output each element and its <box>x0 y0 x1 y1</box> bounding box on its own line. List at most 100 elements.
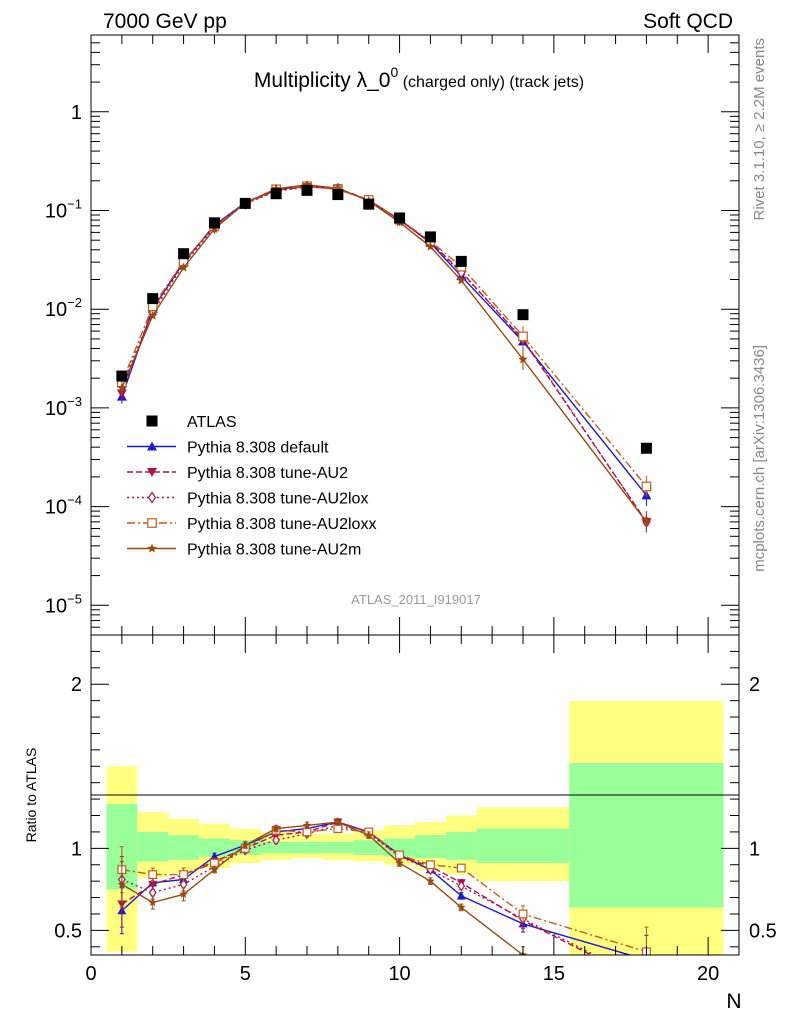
ratio-band-green <box>415 835 446 859</box>
series-line <box>121 184 647 523</box>
series-line <box>121 186 647 523</box>
data-point <box>270 188 282 200</box>
legend: ATLAS Pythia 8.308 default Pythia 8.308 tu… <box>127 414 376 559</box>
legend-marker <box>147 441 157 451</box>
ratio-point <box>518 909 528 919</box>
data-point <box>332 189 344 201</box>
legend-label: ATLAS <box>187 414 237 431</box>
ratio-point <box>302 827 312 837</box>
x-tick-label: 0 <box>85 963 96 985</box>
legend-item: Pythia 8.308 default <box>127 440 329 457</box>
legend-item: Pythia 8.308 tune-AU2 <box>127 465 348 482</box>
x-tick-label: 10 <box>388 963 410 985</box>
ratio-band-green <box>199 838 230 857</box>
data-point <box>239 197 251 209</box>
data-point <box>640 442 652 454</box>
x-axis-label: N <box>726 990 741 1013</box>
ratio-point <box>241 840 250 849</box>
plot-title-sup: 0 <box>390 64 398 80</box>
main-y-tick-label: 10−1 <box>45 196 82 222</box>
main-y-tick-label: 10−5 <box>45 591 82 617</box>
ratio-line <box>121 821 633 955</box>
ratio-band-green <box>384 838 415 857</box>
main-y-tick-label: 10−4 <box>45 493 82 519</box>
ratio-point <box>271 824 281 833</box>
legend-label: Pythia 8.308 tune-AU2 <box>187 465 348 482</box>
data-point <box>517 309 529 321</box>
analysis-label: ATLAS_2011_I919017 <box>351 592 481 607</box>
ratio-panel: 0.5 0.5 1 1 2 2 0 5 10 15 20 Ratio to ATLAS N <box>23 634 777 1013</box>
data-point <box>424 231 436 243</box>
ratio-point <box>333 817 343 826</box>
ratio-point <box>456 863 466 873</box>
mcplots-label: mcplots.cern.ch [arXiv:1306.3436] <box>751 345 768 572</box>
ratio-frame <box>90 634 740 956</box>
ratio-band-green <box>322 841 354 854</box>
ratio-y-tick-label-right: 2 <box>749 674 760 696</box>
legend-marker <box>147 468 157 477</box>
legend-item: Pythia 8.308 tune-AU2lox <box>127 491 368 508</box>
series-point <box>148 310 158 320</box>
x-tick-label: 20 <box>697 963 719 985</box>
ratio-point <box>148 898 157 907</box>
series-point <box>518 331 528 342</box>
ratio-y-tick-label-left: 1 <box>71 838 82 860</box>
ratio-y-tick-label-right: 1 <box>749 838 760 860</box>
ratio-y-tick-label-left: 0.5 <box>54 920 82 942</box>
ratio-point <box>148 880 158 889</box>
ratio-point <box>210 865 219 874</box>
main-y-tick-label: 10−3 <box>45 394 82 420</box>
ratio-point <box>302 820 312 829</box>
ratio-point <box>179 870 188 880</box>
main-y-tick-label: 10−2 <box>45 295 82 321</box>
ratio-series-5 <box>117 817 528 955</box>
ratio-point <box>117 879 127 889</box>
ratio-band-green <box>137 831 169 862</box>
legend-marker <box>147 518 157 528</box>
ratio-y-axis-label: Ratio to ATLAS <box>23 748 39 843</box>
legend-label: Pythia 8.308 default <box>187 440 329 457</box>
ratio-point <box>457 902 466 912</box>
data-point <box>147 293 159 305</box>
data-point <box>394 212 406 224</box>
data-point <box>208 217 220 229</box>
legend-marker <box>147 491 157 504</box>
ratio-band-green <box>260 841 292 854</box>
plot-title-rest: (charged only) (track jets) <box>398 74 584 91</box>
ratio-band-green <box>445 831 477 860</box>
ratio-band-green <box>353 840 385 855</box>
ratio-point <box>456 891 466 900</box>
x-tick-label: 5 <box>240 963 251 985</box>
legend-label: Pythia 8.308 tune-AU2m <box>187 542 361 559</box>
series-point <box>456 275 466 285</box>
data-point <box>363 198 375 210</box>
legend-marker <box>147 543 157 553</box>
ratio-band-green <box>168 835 199 860</box>
header-left-label: 7000 GeV pp <box>103 10 227 33</box>
ratio-line <box>121 824 596 955</box>
ratio-point <box>426 876 435 885</box>
series-point <box>518 354 528 364</box>
series-point <box>641 516 652 526</box>
main-y-tick-label: 1 <box>71 102 82 124</box>
ratio-point <box>426 860 435 870</box>
ratio-point <box>179 889 188 898</box>
series-point <box>209 224 220 233</box>
data-point <box>178 248 190 260</box>
legend-label: Pythia 8.308 tune-AU2loxx <box>187 516 376 533</box>
legend-label: Pythia 8.308 tune-AU2lox <box>187 491 368 508</box>
series-point <box>425 241 436 251</box>
ratio-point <box>333 824 343 834</box>
ratio-point <box>395 858 404 867</box>
ratio-point <box>364 830 373 839</box>
plot-title: Multiplicity λ_00 (charged only) (track … <box>254 64 584 92</box>
data-point <box>116 370 128 382</box>
ratio-point <box>457 880 466 892</box>
ratio-point <box>272 834 281 846</box>
ratio-band-green <box>291 841 323 854</box>
series-point <box>117 382 127 392</box>
x-tick-label: 15 <box>543 963 565 985</box>
legend-item: Pythia 8.308 tune-AU2m <box>127 542 361 559</box>
legend-item: Pythia 8.308 tune-AU2loxx <box>127 516 376 533</box>
